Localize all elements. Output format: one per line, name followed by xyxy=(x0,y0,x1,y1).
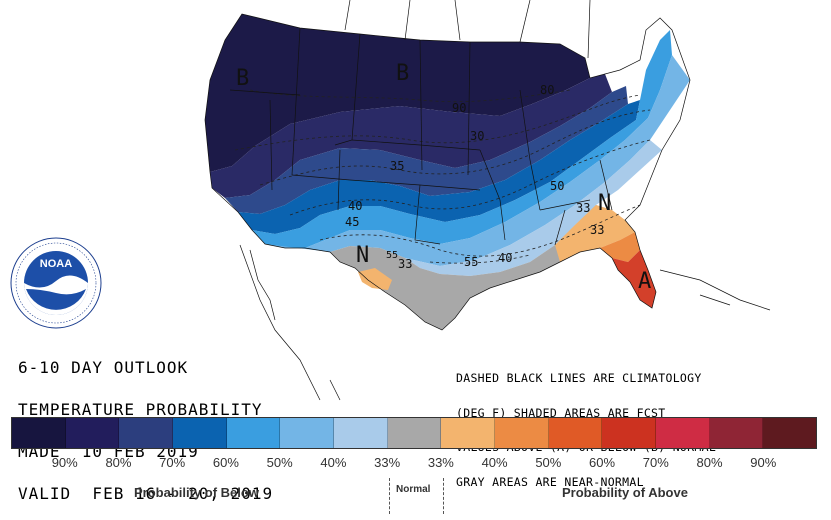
climatology-lines xyxy=(234,89,651,264)
legend-swatch-0 xyxy=(12,418,66,448)
legend-swatch-8 xyxy=(441,418,496,448)
legend-percent-13: 90% xyxy=(750,455,777,470)
legend-percent-10: 60% xyxy=(589,455,616,470)
legend-swatch-9 xyxy=(495,418,549,448)
legend-percent-12: 80% xyxy=(696,455,723,470)
us-map-svg: B B N N A 90 80 30 35 40 45 50 33 55 55 … xyxy=(204,0,771,401)
legend-swatch-4 xyxy=(226,418,281,448)
label-b-north: B xyxy=(396,61,409,86)
region-below-40 xyxy=(265,55,690,266)
contour-80: 80 xyxy=(540,83,554,97)
region-above-40 xyxy=(600,232,640,262)
contour-35: 35 xyxy=(390,159,404,173)
state-borders xyxy=(204,13,691,331)
legend-swatch-7 xyxy=(387,418,442,448)
logo-text: NOAA xyxy=(40,258,72,270)
legend-swatch-5 xyxy=(280,418,335,448)
outlook-line-2: TEMPERATURE PROBABILITY xyxy=(18,400,263,419)
legend-percent-4: 50% xyxy=(266,455,293,470)
map-contour-labels: 90 80 30 35 40 45 50 33 55 55 40 33 33 xyxy=(345,83,604,271)
region-below-80 xyxy=(210,74,612,198)
normal-left-divider xyxy=(389,478,390,514)
region-normal-gray xyxy=(330,205,612,330)
contour-33-georgia: 33 xyxy=(590,223,604,237)
legend-percent-8: 40% xyxy=(481,455,508,470)
legend-swatch-3 xyxy=(173,418,227,448)
label-n-carolina: N xyxy=(598,191,611,216)
legend-swatch-10 xyxy=(548,418,603,448)
legend-swatch-1 xyxy=(65,418,120,448)
contour-33-texas: 33 xyxy=(398,257,412,271)
legend-percent-2: 70% xyxy=(159,455,186,470)
contour-40-west: 40 xyxy=(348,199,362,213)
outlook-title-block: 6-10 DAY OUTLOOK TEMPERATURE PROBABILITY… xyxy=(18,333,273,515)
contour-45: 45 xyxy=(345,215,359,229)
normal-right-divider xyxy=(443,478,444,514)
legend-swatch-6 xyxy=(334,418,388,448)
normal-category-label: Normal xyxy=(396,484,431,495)
border-lines xyxy=(239,0,771,401)
legend-percent-11: 70% xyxy=(642,455,669,470)
contour-30-mid: 30 xyxy=(470,129,484,143)
contour-33-carolina: 33 xyxy=(576,201,590,215)
region-above-60 xyxy=(612,250,656,308)
below-category-label: Probability of Below xyxy=(134,485,259,500)
outlook-line-4: VALID FEB 16 - 20, 2019 xyxy=(18,484,274,503)
legend-swatch-2 xyxy=(119,418,174,448)
region-below-70 xyxy=(225,86,628,214)
legend-percent-9: 50% xyxy=(535,455,562,470)
region-above-33-texas xyxy=(358,268,392,290)
region-below-90 xyxy=(205,14,590,172)
outlook-line-1: 6-10 DAY OUTLOOK xyxy=(18,358,189,377)
notes-line-2: (DEG F) SHADED AREAS ARE FCST xyxy=(456,405,666,420)
label-a-florida: A xyxy=(638,269,651,294)
outlook-map: B B N N A 90 80 30 35 40 45 50 33 55 55 … xyxy=(10,0,771,401)
legend-percent-0: 90% xyxy=(51,455,78,470)
label-b-west: B xyxy=(236,66,249,91)
probability-legend-bar xyxy=(11,417,817,449)
legend-percent-1: 80% xyxy=(105,455,132,470)
legend-percent-7: 33% xyxy=(427,455,454,470)
contour-55-south: 55 xyxy=(464,255,478,269)
region-above-33 xyxy=(555,205,635,262)
legend-percent-3: 60% xyxy=(212,455,239,470)
notes-line-1: DASHED BLACK LINES ARE CLIMATOLOGY xyxy=(456,371,702,385)
contour-55-texas: 55 xyxy=(386,250,398,261)
legend-swatch-11 xyxy=(602,418,657,448)
notes-line-4: GRAY AREAS ARE NEAR-NORMAL xyxy=(456,474,644,489)
noaa-logo: NOAA xyxy=(10,237,102,329)
above-category-label: Probability of Above xyxy=(562,485,688,500)
contour-40-south: 40 xyxy=(498,251,512,265)
legend-swatch-13 xyxy=(709,418,764,448)
legend-percent-6: 33% xyxy=(374,455,401,470)
map-letter-labels: B B N N A xyxy=(236,61,651,294)
legend-swatch-14 xyxy=(763,418,817,448)
label-n-texas: N xyxy=(356,243,369,268)
contour-50-east: 50 xyxy=(550,179,564,193)
legend-swatch-12 xyxy=(656,418,710,448)
contour-90: 90 xyxy=(452,101,466,115)
legend-percent-row: 90% 80% 70% 60% 50% 40% 33% 33% 40% 50% 60% 70% 80% 9… xyxy=(0,455,831,471)
legend-percent-5: 40% xyxy=(320,455,347,470)
